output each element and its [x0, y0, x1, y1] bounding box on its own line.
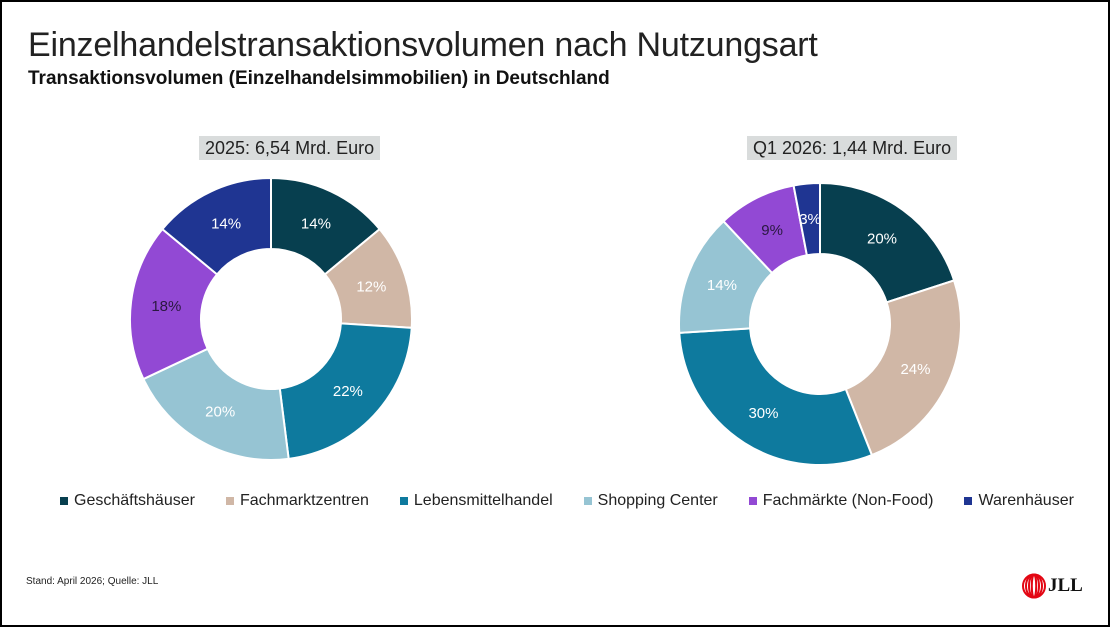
page-title: Einzelhandelstransaktionsvolumen nach Nu…	[28, 26, 818, 64]
slice-label: 3%	[799, 211, 821, 228]
donut-slice	[142, 347, 290, 461]
donut-slice	[844, 279, 962, 457]
legend-swatch	[60, 497, 68, 505]
legend-item: Shopping Center	[583, 492, 718, 510]
chart-title-2025: 2025: 6,54 Mrd. Euro	[199, 136, 381, 160]
legend-item: Warenhäuser	[964, 492, 1074, 510]
legend-swatch	[399, 497, 408, 505]
chart-title-q1-2026: Q1 2026: 1,44 Mrd. Euro	[747, 136, 958, 160]
slice-label: 18%	[151, 298, 181, 315]
legend-item: Geschäftshäuser	[60, 492, 195, 510]
slice-label: 24%	[900, 361, 930, 378]
slice-label: 12%	[356, 278, 386, 295]
legend-swatch	[964, 497, 973, 505]
slice-label: 22%	[333, 383, 363, 400]
legend-swatch	[748, 497, 757, 505]
donut-slice	[160, 176, 272, 276]
legend-swatch	[225, 497, 234, 505]
slice-label: 14%	[707, 277, 737, 294]
jll-logo: JLL	[1022, 573, 1083, 599]
slice-label: 14%	[301, 216, 331, 233]
legend-label: Lebensmittelhandel	[413, 492, 553, 509]
logo-ring	[1030, 573, 1038, 599]
logo-text: JLL	[1048, 575, 1083, 596]
jll-logo-icon	[1022, 573, 1046, 599]
legend-label: Geschäftshäuser	[74, 492, 195, 509]
donut-slice	[792, 181, 821, 257]
legend-item: Lebensmittelhandel	[399, 492, 553, 510]
logo-ring	[1028, 573, 1040, 599]
legend-item: Fachmarktzentren	[225, 492, 369, 510]
legend-label: Shopping Center	[597, 492, 718, 509]
donut-slice	[678, 327, 874, 466]
legend-swatch	[583, 497, 592, 505]
donut-slice	[129, 227, 219, 381]
legend-label: Fachmärkte (Non-Food)	[762, 492, 934, 509]
legend-item: Fachmärkte (Non-Food)	[748, 492, 934, 510]
legend-label: Warenhäuser	[978, 492, 1074, 509]
slice-label: 30%	[748, 405, 778, 422]
slice-label: 9%	[761, 222, 783, 239]
donut-slice	[278, 322, 413, 461]
slice-label: 20%	[867, 231, 897, 248]
slice-label: 20%	[205, 403, 235, 420]
slice-label: 14%	[211, 216, 241, 233]
donut-slice	[819, 181, 956, 304]
source-note: Stand: April 2026; Quelle: JLL	[26, 576, 159, 587]
legend: Geschäftshäuser Fachmarktzentren Lebensm…	[60, 492, 1105, 510]
legend-label: Fachmarktzentren	[239, 492, 369, 509]
page-subtitle: Transaktionsvolumen (Einzelhandelsimmobi…	[28, 68, 610, 89]
